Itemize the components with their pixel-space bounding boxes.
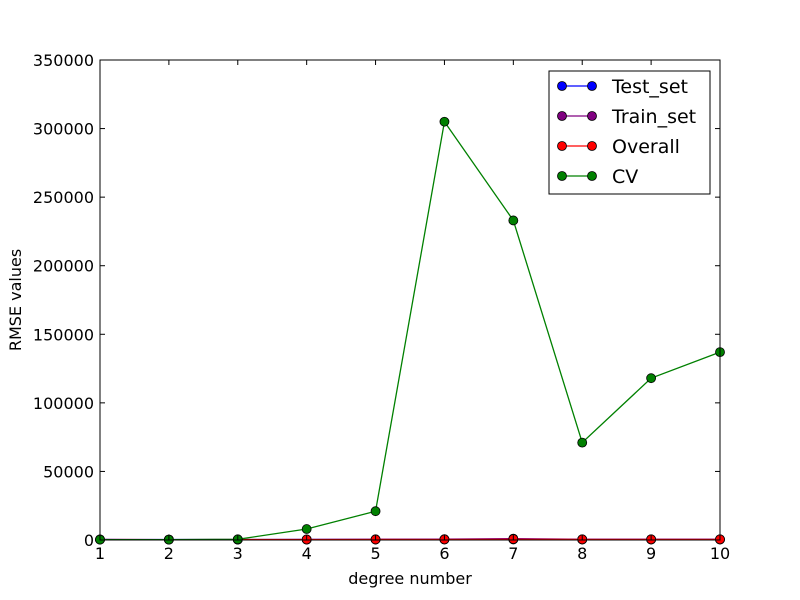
legend-marker xyxy=(557,171,567,181)
legend-box xyxy=(548,70,711,195)
legend-label: Overall xyxy=(612,136,680,158)
y-axis-label: RMSE values xyxy=(6,249,25,351)
y-tick-label: 350000 xyxy=(33,51,94,70)
y-tick-label: 100000 xyxy=(33,394,94,413)
legend-label: Test_set xyxy=(611,76,688,98)
x-axis-label: degree number xyxy=(348,569,472,588)
data-point xyxy=(370,506,381,517)
data-point xyxy=(646,373,657,384)
x-tick-label: 2 xyxy=(164,544,174,563)
x-tick-label: 6 xyxy=(439,544,449,563)
data-point xyxy=(301,524,312,534)
legend-marker xyxy=(587,171,597,181)
legend-marker xyxy=(557,141,567,151)
legend-marker xyxy=(587,81,597,91)
x-tick-label: 9 xyxy=(646,544,656,563)
legend: Test_set Train_set Overall CV xyxy=(548,70,711,195)
x-tick-label: 8 xyxy=(577,544,587,563)
x-tick-label: 10 xyxy=(710,544,730,563)
plot-frame xyxy=(99,59,721,541)
x-tick-label: 4 xyxy=(302,544,312,563)
legend-item: CV xyxy=(557,166,638,188)
y-tick-label: 50000 xyxy=(43,462,94,481)
y-tick-label: 0 xyxy=(84,531,94,550)
x-tick-label: 5 xyxy=(370,544,380,563)
legend-marker xyxy=(587,111,597,121)
data-point xyxy=(577,437,588,448)
legend-item: Overall xyxy=(557,136,680,158)
y-tick-label: 150000 xyxy=(33,325,94,344)
series-line xyxy=(100,120,721,541)
legend-label: CV xyxy=(612,166,638,188)
legend-label: Train_set xyxy=(611,106,696,128)
legend-marker xyxy=(557,81,567,91)
legend-item: Train_set xyxy=(557,106,696,128)
legend-item: Test_set xyxy=(557,76,688,98)
x-tick-label: 7 xyxy=(508,544,518,563)
y-tick-label: 200000 xyxy=(33,257,94,276)
legend-marker xyxy=(557,111,567,121)
ticks-layer: 1 2 3 4 5 6 7 8 9 10 0 50000 100000 150000 200000 25000… xyxy=(33,51,730,563)
x-tick-label: 3 xyxy=(233,544,243,563)
y-tick-label: 300000 xyxy=(33,120,94,139)
y-tick-label: 250000 xyxy=(33,188,94,207)
x-tick-label: 1 xyxy=(95,544,105,563)
legend-marker xyxy=(587,141,597,151)
data-point xyxy=(508,215,519,226)
data-point xyxy=(439,116,450,127)
